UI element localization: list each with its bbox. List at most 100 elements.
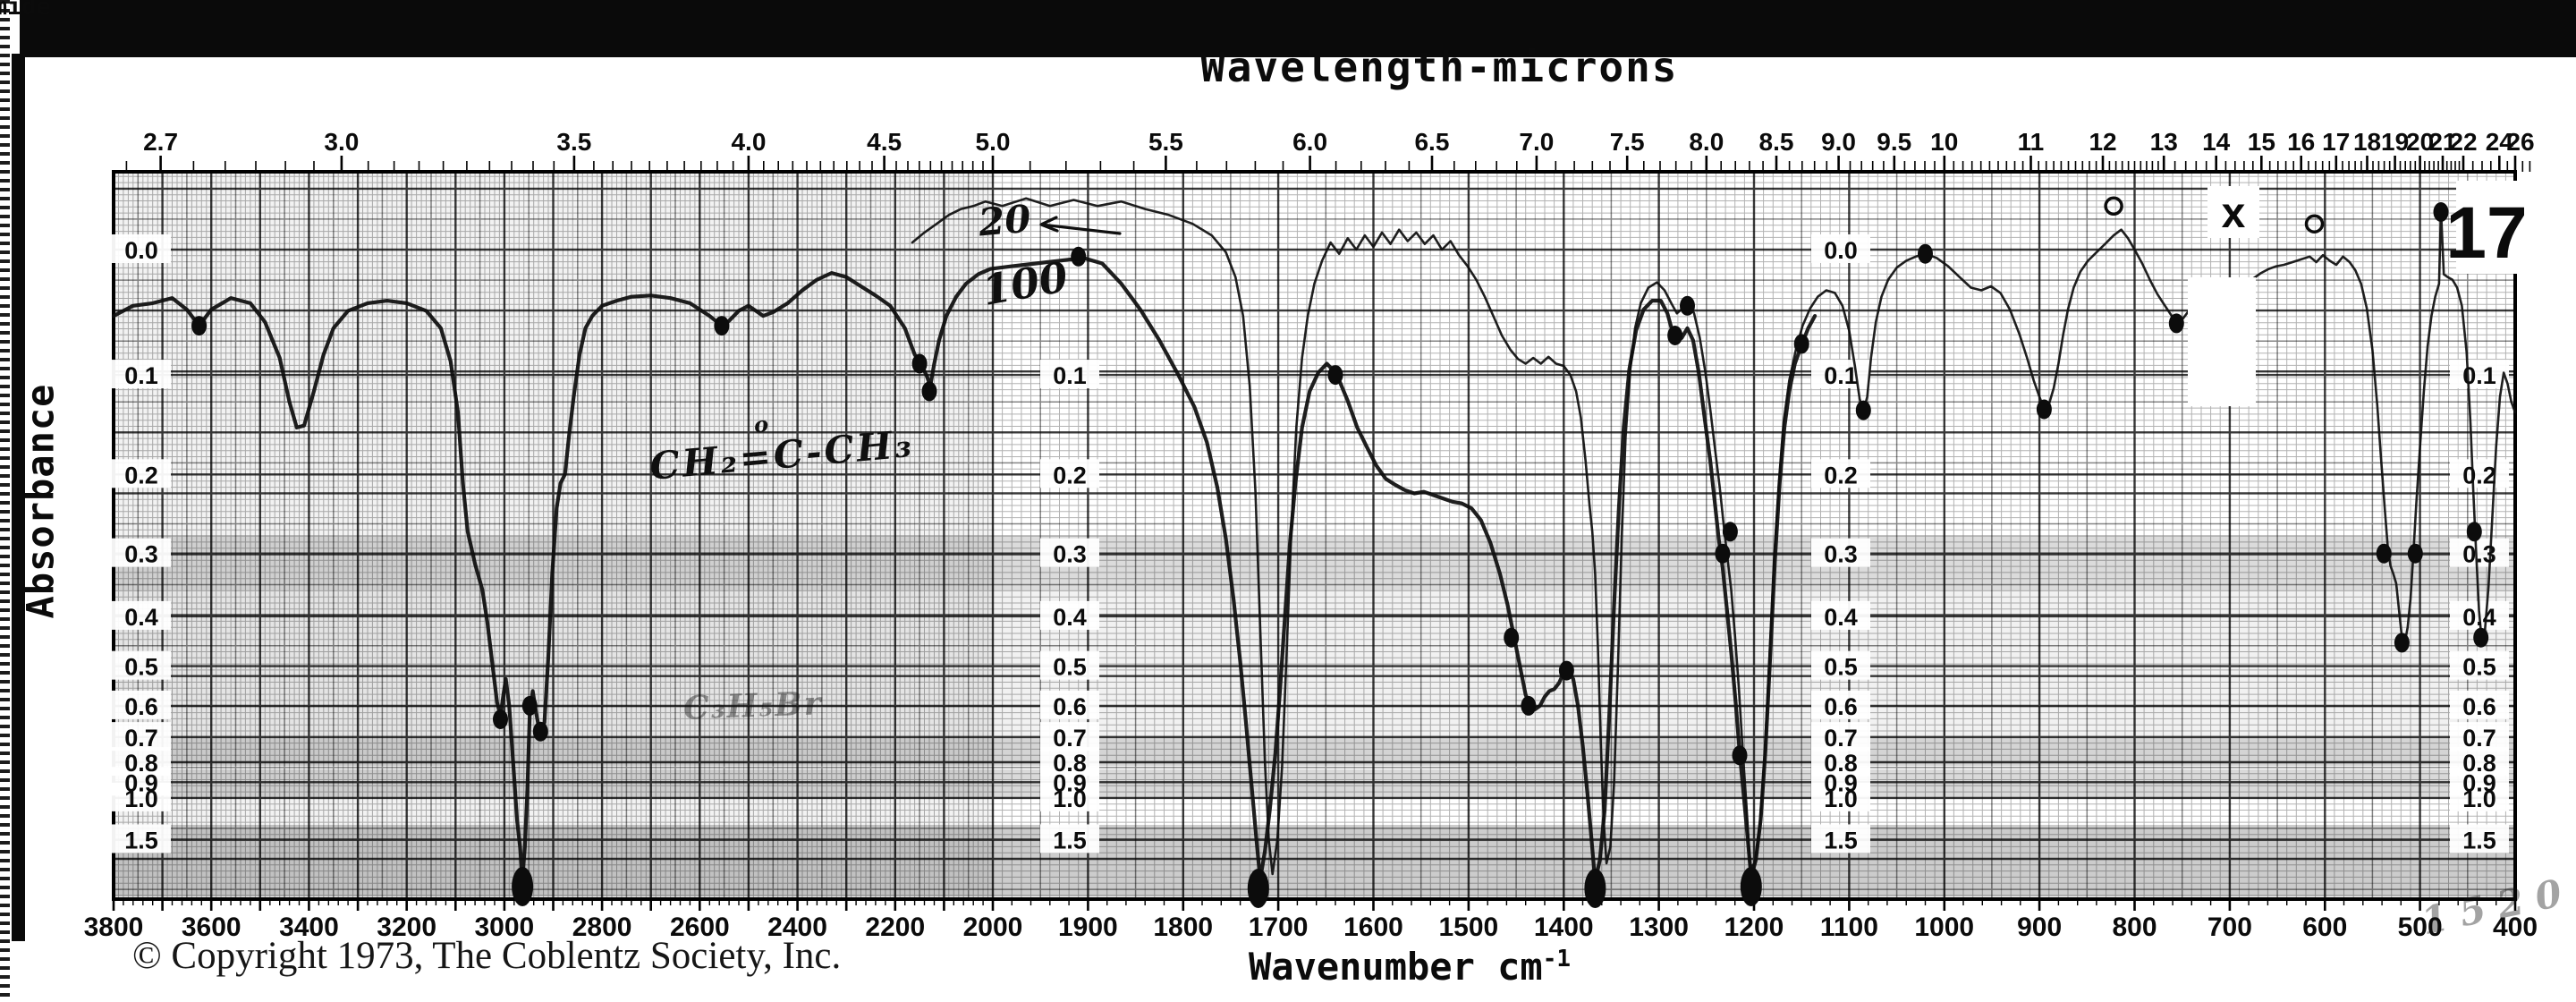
wavelength-tick-label: 12 xyxy=(2089,128,2116,156)
compound-name-label xyxy=(2188,277,2256,406)
absorbance-tick-label: 0.7 xyxy=(1053,725,1087,752)
wavenumber-tick-label: 1000 xyxy=(1914,913,1974,942)
absorbance-tick-label: 0.3 xyxy=(124,541,158,568)
wavelength-tick-label: 6.5 xyxy=(1414,128,1449,156)
absorbance-tick-label: 0.7 xyxy=(124,725,158,752)
wavenumber-tick-label: 400 xyxy=(2493,913,2538,942)
wavelength-tick-label: 9.0 xyxy=(1821,128,1856,156)
absorbance-tick-label: 1.5 xyxy=(124,827,158,853)
absorbance-tick-label: 0.5 xyxy=(2462,654,2496,681)
wavenumber-tick-label: 800 xyxy=(2112,913,2157,942)
spectrum-number-text: 17 xyxy=(2445,192,2527,274)
wavenumber-tick-label: 600 xyxy=(2302,913,2347,942)
bottom-axis-title-exponent: -1 xyxy=(1542,946,1572,972)
wavelength-tick-label: 13 xyxy=(2150,128,2178,156)
wavelength-tick-label: 4.5 xyxy=(867,128,902,156)
wavelength-tick-label: 8.5 xyxy=(1759,128,1794,156)
absorbance-tick-label: 0.9 xyxy=(124,769,158,796)
wavenumber-tick-label: 3800 xyxy=(84,913,144,942)
wavenumber-tick-label: 3200 xyxy=(377,913,436,942)
absorbance-tick-label: 0.6 xyxy=(2462,693,2496,720)
wavenumber-tick-label: 2400 xyxy=(767,913,827,942)
wavelength-tick-label: 5.0 xyxy=(976,128,1011,156)
absorbance-tick-label: 0.2 xyxy=(2462,462,2496,488)
wavelength-tick-label: 11 xyxy=(2018,128,2045,156)
top-axis-title: Wavelength-microns xyxy=(1200,43,1679,91)
wavelength-tick-label: 16 xyxy=(2287,128,2315,156)
wavenumber-tick-label: 1100 xyxy=(1820,913,1878,942)
wavenumber-tick-label: 2200 xyxy=(865,913,925,942)
copyright-line: © Copyright 1973, The Coblentz Society, … xyxy=(132,935,842,977)
absorbance-tick-label: 0.4 xyxy=(124,604,158,631)
absorbance-tick-label: 0.9 xyxy=(1053,769,1087,796)
absorbance-tick-label: 0.3 xyxy=(1053,541,1087,568)
plot-border xyxy=(112,170,2517,901)
absorbance-tick-label: 0.4 xyxy=(1053,604,1087,631)
wavenumber-tick-label: 1200 xyxy=(1724,913,1784,942)
absorbance-tick-label: 0.7 xyxy=(2462,725,2496,752)
wavelength-tick-label: 19 xyxy=(2381,128,2409,156)
wavelength-tick-label: 3.0 xyxy=(324,128,359,156)
absorbance-tick-label: 0.5 xyxy=(124,654,158,681)
absorbance-tick-label: 0.5 xyxy=(1053,654,1087,681)
absorbance-tick-label: 0.0 xyxy=(1824,237,1858,264)
absorbance-tick-label: 0.2 xyxy=(124,462,158,488)
absorbance-tick-label: 0.9 xyxy=(1824,769,1858,796)
wavelength-tick-label: 2.7 xyxy=(143,128,178,156)
wavenumber-tick-label: 1800 xyxy=(1153,913,1213,942)
wavenumber-tick-label: 1900 xyxy=(1058,913,1118,942)
wavenumber-tick-label: 3400 xyxy=(279,913,339,942)
wavelength-tick-label: 20 xyxy=(2406,128,2434,156)
absorbance-tick-label: 0.2 xyxy=(1824,462,1858,488)
wavelength-axis xyxy=(125,156,2531,172)
wavenumber-tick-label: 3000 xyxy=(475,913,535,942)
wavelength-tick-label: 7.0 xyxy=(1519,128,1554,156)
absorbance-tick-label: 0.1 xyxy=(1053,362,1087,389)
wavelength-tick-label: 3.5 xyxy=(556,128,591,156)
absorbance-tick-label: 0.6 xyxy=(1053,693,1087,720)
wavelength-tick-label: 14 xyxy=(2202,128,2231,156)
compound-name-line2: bromide xyxy=(0,0,51,21)
wavenumber-tick-label: 2000 xyxy=(963,913,1023,942)
wavelength-tick-label: 5.5 xyxy=(1148,128,1183,156)
scan-edge-left-bar xyxy=(12,54,25,941)
wavelength-tick-label: 8.0 xyxy=(1689,128,1724,156)
wavenumber-tick-label: 3600 xyxy=(182,913,242,942)
trace-100-micron xyxy=(111,256,1818,884)
absorbance-tick-label: 0.6 xyxy=(1824,693,1858,720)
wavelength-tick-label: 22 xyxy=(2449,128,2477,156)
absorbance-tick-label: 0.7 xyxy=(1824,725,1858,752)
absorbance-tick-label: 0.1 xyxy=(124,362,158,389)
absorbance-tick-label: 0.3 xyxy=(1824,541,1858,568)
scan-edge-top-bar xyxy=(20,0,2576,57)
absorbance-tick-label: 0.8 xyxy=(2462,750,2496,777)
wavelength-tick-label: 15 xyxy=(2248,128,2275,156)
wavenumber-tick-label: 500 xyxy=(2398,913,2443,942)
wavelength-tick-label: 24 xyxy=(2486,128,2514,156)
absorbance-tick-label: 1.5 xyxy=(1824,827,1858,853)
scan-artifact-band xyxy=(114,535,2515,590)
wavelength-tick-label: 9.5 xyxy=(1877,128,1911,156)
wavenumber-tick-label: 1500 xyxy=(1439,913,1499,942)
spiral-binding-strip xyxy=(0,0,10,1002)
absorbance-tick-label: 0.0 xyxy=(124,237,158,264)
wavelength-tick-label: 26 xyxy=(2506,128,2534,156)
scan-artifact-band xyxy=(114,590,2515,739)
absorbance-tick-label: 1.0 xyxy=(1053,785,1087,812)
x-marker-glyph: x xyxy=(2222,190,2246,237)
wavelength-tick-label: 21 xyxy=(2428,128,2456,156)
absorbance-tick-label: 0.8 xyxy=(1053,750,1087,777)
absorbance-tick-label: 0.2 xyxy=(1053,462,1087,488)
wavenumber-tick-label: 1700 xyxy=(1249,913,1309,942)
wavenumber-axis xyxy=(112,899,2517,911)
trace-20-arrow xyxy=(1039,216,1122,235)
wavelength-tick-label: 4.0 xyxy=(731,128,766,156)
wavenumber-tick-label: 2600 xyxy=(670,913,730,942)
wavenumber-tick-label: 900 xyxy=(2017,913,2062,942)
wavelength-tick-label: 10 xyxy=(1930,128,1958,156)
absorbance-tick-label: 1.0 xyxy=(2462,785,2496,812)
sample-x-marker xyxy=(2207,186,2259,238)
absorbance-tick-label: 0.9 xyxy=(2462,769,2496,796)
wavelength-tick-label: 17 xyxy=(2322,128,2350,156)
